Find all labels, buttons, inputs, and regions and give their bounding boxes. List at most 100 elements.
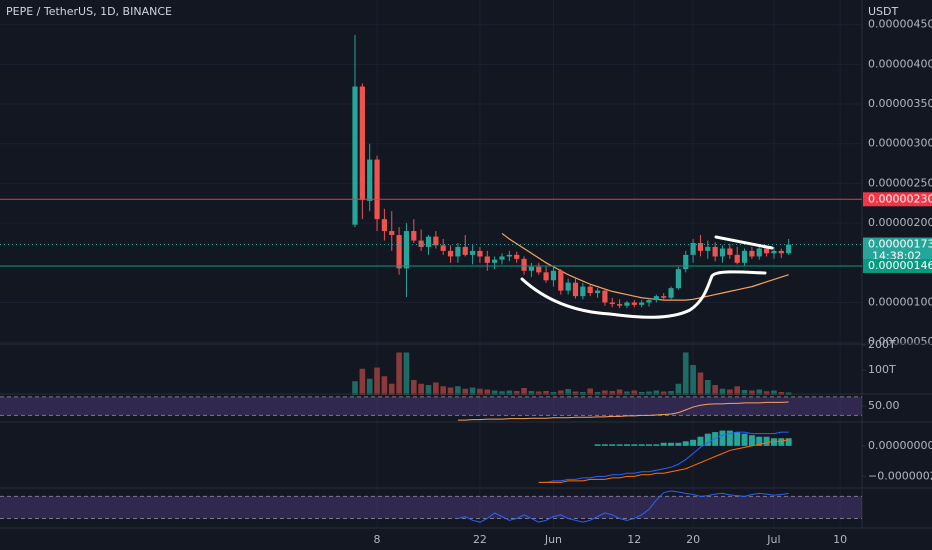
volume-bar (719, 388, 726, 395)
candle-body (381, 219, 387, 232)
volume-bar (528, 391, 535, 395)
volume-bar (690, 365, 696, 395)
volume-bar (469, 387, 476, 395)
candle-body (653, 296, 659, 301)
volume-bar (521, 388, 527, 395)
candle-body (425, 236, 432, 247)
x-tick-label: Jun (544, 533, 562, 546)
volume-bar (660, 391, 667, 395)
volume-bar (388, 383, 395, 395)
y-tick-label: 0.00000250 (868, 176, 932, 189)
volume-bar (433, 382, 439, 395)
histogram-bar (682, 441, 689, 446)
candle-body (514, 254, 520, 259)
candle-body (756, 248, 762, 257)
price-label-box (863, 258, 932, 273)
volume-bar (455, 386, 461, 395)
volume-bar (447, 387, 454, 395)
histogram-bar (741, 433, 748, 446)
volume-bar (418, 383, 424, 395)
candle-body (484, 256, 490, 263)
volume-bar (682, 352, 689, 395)
volume-bar (374, 367, 380, 395)
candle-body (477, 250, 483, 257)
histogram-bar (778, 438, 785, 446)
y-tick-label: 0.00000300 (868, 137, 932, 150)
candle-body (521, 258, 527, 271)
band (0, 396, 862, 416)
y-tick-label: 0.00000100 (868, 296, 932, 309)
volume-bar (535, 391, 542, 395)
candle-body (719, 248, 726, 257)
volume-bar (506, 390, 513, 395)
candle-body (697, 242, 704, 251)
x-tick-label: 22 (473, 533, 487, 546)
candle-body (683, 254, 689, 270)
candle-body (543, 272, 549, 281)
candle-body (492, 259, 498, 263)
candle-body (594, 290, 601, 293)
histogram-bar (616, 444, 623, 446)
y-tick-label: 0.00000200 (868, 216, 932, 229)
candle-body (374, 159, 380, 220)
volume-bar (771, 390, 777, 395)
candle-body (499, 256, 505, 260)
candle-body (617, 304, 623, 306)
volume-bar (602, 390, 608, 395)
histogram-bar (675, 442, 682, 446)
candle-body (764, 248, 770, 254)
volume-bar (543, 391, 549, 395)
y-tick-label: 0.00000050 (868, 335, 932, 348)
histogram-bar (638, 444, 645, 446)
x-tick-label: 20 (686, 533, 700, 546)
volume-bar (513, 391, 520, 395)
volume-bar (705, 380, 711, 395)
volume-bar (477, 388, 483, 395)
volume-bar (352, 381, 358, 395)
y-tick-label: −0.00000020 (868, 469, 932, 482)
volume-bar (462, 388, 469, 395)
price-label-box (863, 192, 932, 207)
candle-body (359, 86, 365, 201)
histogram-bar (770, 438, 777, 446)
volume-bar (741, 390, 748, 395)
candle-body (447, 250, 454, 257)
cup-drawing (520, 270, 767, 319)
candle-body (367, 159, 373, 201)
volume-bar (668, 391, 674, 395)
y-tick-label: 0.00000350 (868, 97, 932, 110)
volume-bar (697, 372, 704, 395)
candle-body (440, 245, 446, 251)
volume-bar (653, 390, 660, 395)
candle-body (712, 246, 718, 257)
candle-body (749, 250, 755, 257)
candle-body (389, 231, 395, 236)
volume-bar (624, 391, 630, 395)
y-tick-label: 0.00000400 (868, 57, 932, 70)
volume-bar (631, 390, 638, 395)
volume-bar (491, 390, 498, 395)
candle-body (528, 266, 534, 271)
volume-bar (425, 385, 432, 395)
histogram-bar (763, 436, 770, 446)
x-tick-label: 10 (833, 533, 847, 546)
y-tick-label: 200T (868, 338, 896, 351)
candle-body (624, 302, 630, 306)
volume-bar (381, 376, 388, 395)
histogram-bar (601, 444, 608, 446)
volume-bar (646, 391, 652, 395)
histogram-bar (646, 444, 652, 446)
y-tick-label: 100T (868, 363, 896, 376)
price-label: 0.00000230 (868, 192, 932, 205)
volume-bar (587, 388, 593, 395)
volume-bar (359, 368, 366, 395)
candle-body (675, 269, 681, 289)
candle-body (396, 235, 402, 269)
candle-body (418, 240, 424, 247)
drawing (520, 235, 774, 319)
y-tick-label: 0.00000450 (868, 18, 932, 31)
volume-bar (675, 383, 682, 395)
volume-bar (609, 391, 616, 395)
